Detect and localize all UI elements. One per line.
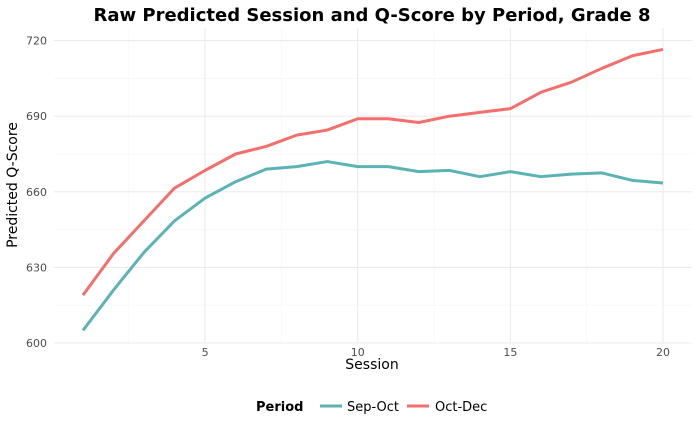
series-lines bbox=[81, 47, 664, 332]
legend-label-sep-oct: Sep-Oct bbox=[347, 400, 399, 415]
y-tick-label: 660 bbox=[26, 186, 47, 199]
x-tick-label: 10 bbox=[351, 346, 365, 359]
grid bbox=[54, 28, 692, 344]
legend: Period Sep-Oct Oct-Dec bbox=[256, 400, 487, 415]
y-tick-label: 720 bbox=[26, 35, 47, 48]
legend-title: Period bbox=[256, 400, 303, 415]
y-tick-label: 690 bbox=[26, 110, 47, 123]
x-tick-label: 5 bbox=[202, 346, 209, 359]
series-line-oct-dec bbox=[81, 47, 664, 297]
x-tick-label: 15 bbox=[503, 346, 517, 359]
x-tick-label: 20 bbox=[656, 346, 670, 359]
x-tick-labels: 5 10 15 20 bbox=[202, 346, 670, 359]
y-tick-label: 600 bbox=[26, 337, 47, 350]
y-tick-label: 630 bbox=[26, 261, 47, 274]
y-axis-title: Predicted Q-Score bbox=[5, 122, 21, 248]
chart-title: Raw Predicted Session and Q-Score by Per… bbox=[93, 5, 650, 26]
x-axis-title: Session bbox=[345, 357, 398, 373]
series-line-sep-oct bbox=[81, 160, 664, 332]
y-tick-labels: 600 630 660 690 720 bbox=[26, 35, 47, 350]
legend-label-oct-dec: Oct-Dec bbox=[435, 400, 487, 415]
